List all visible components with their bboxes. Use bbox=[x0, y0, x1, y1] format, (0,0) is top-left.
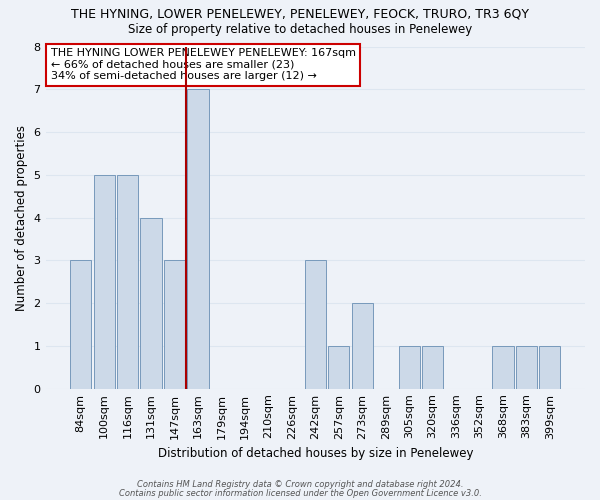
Bar bbox=[117, 175, 138, 388]
Bar bbox=[493, 346, 514, 389]
Bar bbox=[164, 260, 185, 388]
Bar bbox=[94, 175, 115, 388]
Bar bbox=[140, 218, 161, 388]
Bar bbox=[539, 346, 560, 389]
Text: Size of property relative to detached houses in Penelewey: Size of property relative to detached ho… bbox=[128, 22, 472, 36]
Text: Contains HM Land Registry data © Crown copyright and database right 2024.: Contains HM Land Registry data © Crown c… bbox=[137, 480, 463, 489]
Text: THE HYNING, LOWER PENELEWEY, PENELEWEY, FEOCK, TRURO, TR3 6QY: THE HYNING, LOWER PENELEWEY, PENELEWEY, … bbox=[71, 8, 529, 20]
Text: THE HYNING LOWER PENELEWEY PENELEWEY: 167sqm
← 66% of detached houses are smalle: THE HYNING LOWER PENELEWEY PENELEWEY: 16… bbox=[51, 48, 356, 82]
Bar bbox=[352, 303, 373, 388]
Bar bbox=[516, 346, 537, 389]
X-axis label: Distribution of detached houses by size in Penelewey: Distribution of detached houses by size … bbox=[158, 447, 473, 460]
Bar bbox=[187, 90, 209, 389]
Bar bbox=[328, 346, 349, 389]
Bar bbox=[398, 346, 419, 389]
Text: Contains public sector information licensed under the Open Government Licence v3: Contains public sector information licen… bbox=[119, 488, 481, 498]
Y-axis label: Number of detached properties: Number of detached properties bbox=[15, 124, 28, 310]
Bar bbox=[422, 346, 443, 389]
Bar bbox=[305, 260, 326, 388]
Bar bbox=[70, 260, 91, 388]
